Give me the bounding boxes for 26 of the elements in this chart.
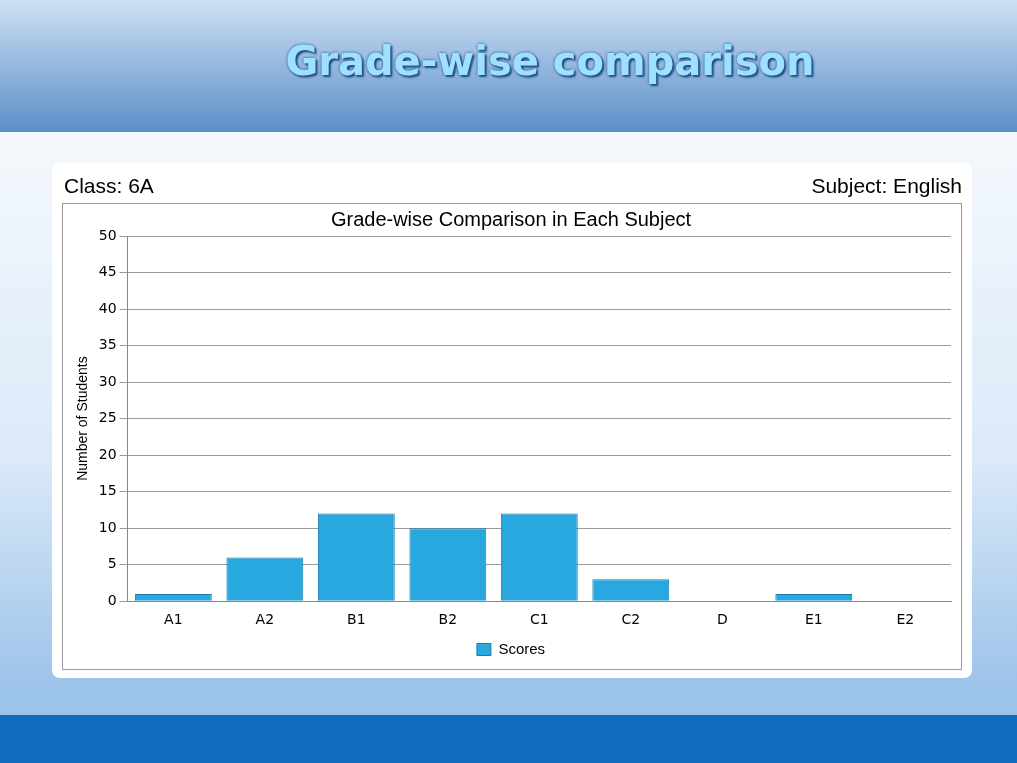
y-tick-label: 25	[98, 409, 117, 426]
x-tick-label: A2	[255, 611, 275, 628]
x-tick-label: E2	[896, 611, 915, 628]
legend-label: Scores	[498, 639, 546, 657]
y-tick-label: 0	[107, 591, 117, 608]
chart-subtitle: Grade-wise Comparison in Each Subject	[330, 207, 692, 230]
x-tick-label: B2	[438, 611, 458, 628]
x-tick-label: B1	[347, 611, 366, 628]
y-tick-label: 5	[107, 555, 117, 572]
y-tick-label: 20	[98, 445, 117, 462]
y-tick-label: 50	[98, 226, 117, 243]
y-axis-title: Number of Students	[74, 356, 91, 481]
x-tick-label: E1	[804, 611, 823, 628]
text: Class: 6A	[64, 174, 154, 198]
x-tick-label: C1	[529, 611, 549, 628]
chart-title: Grade-wise comparison	[284, 38, 816, 84]
y-tick-label: 40	[98, 299, 117, 316]
y-tick-label: 10	[98, 518, 117, 535]
y-tick-label: 15	[98, 482, 117, 499]
text: Subject: English	[811, 174, 962, 198]
y-tick-label: 45	[98, 263, 117, 280]
x-tick-label: A1	[164, 611, 183, 628]
x-tick-label: C2	[621, 611, 641, 628]
y-tick-label: 35	[98, 336, 117, 353]
x-tick-label: D	[716, 611, 728, 628]
y-tick-label: 30	[98, 372, 117, 389]
